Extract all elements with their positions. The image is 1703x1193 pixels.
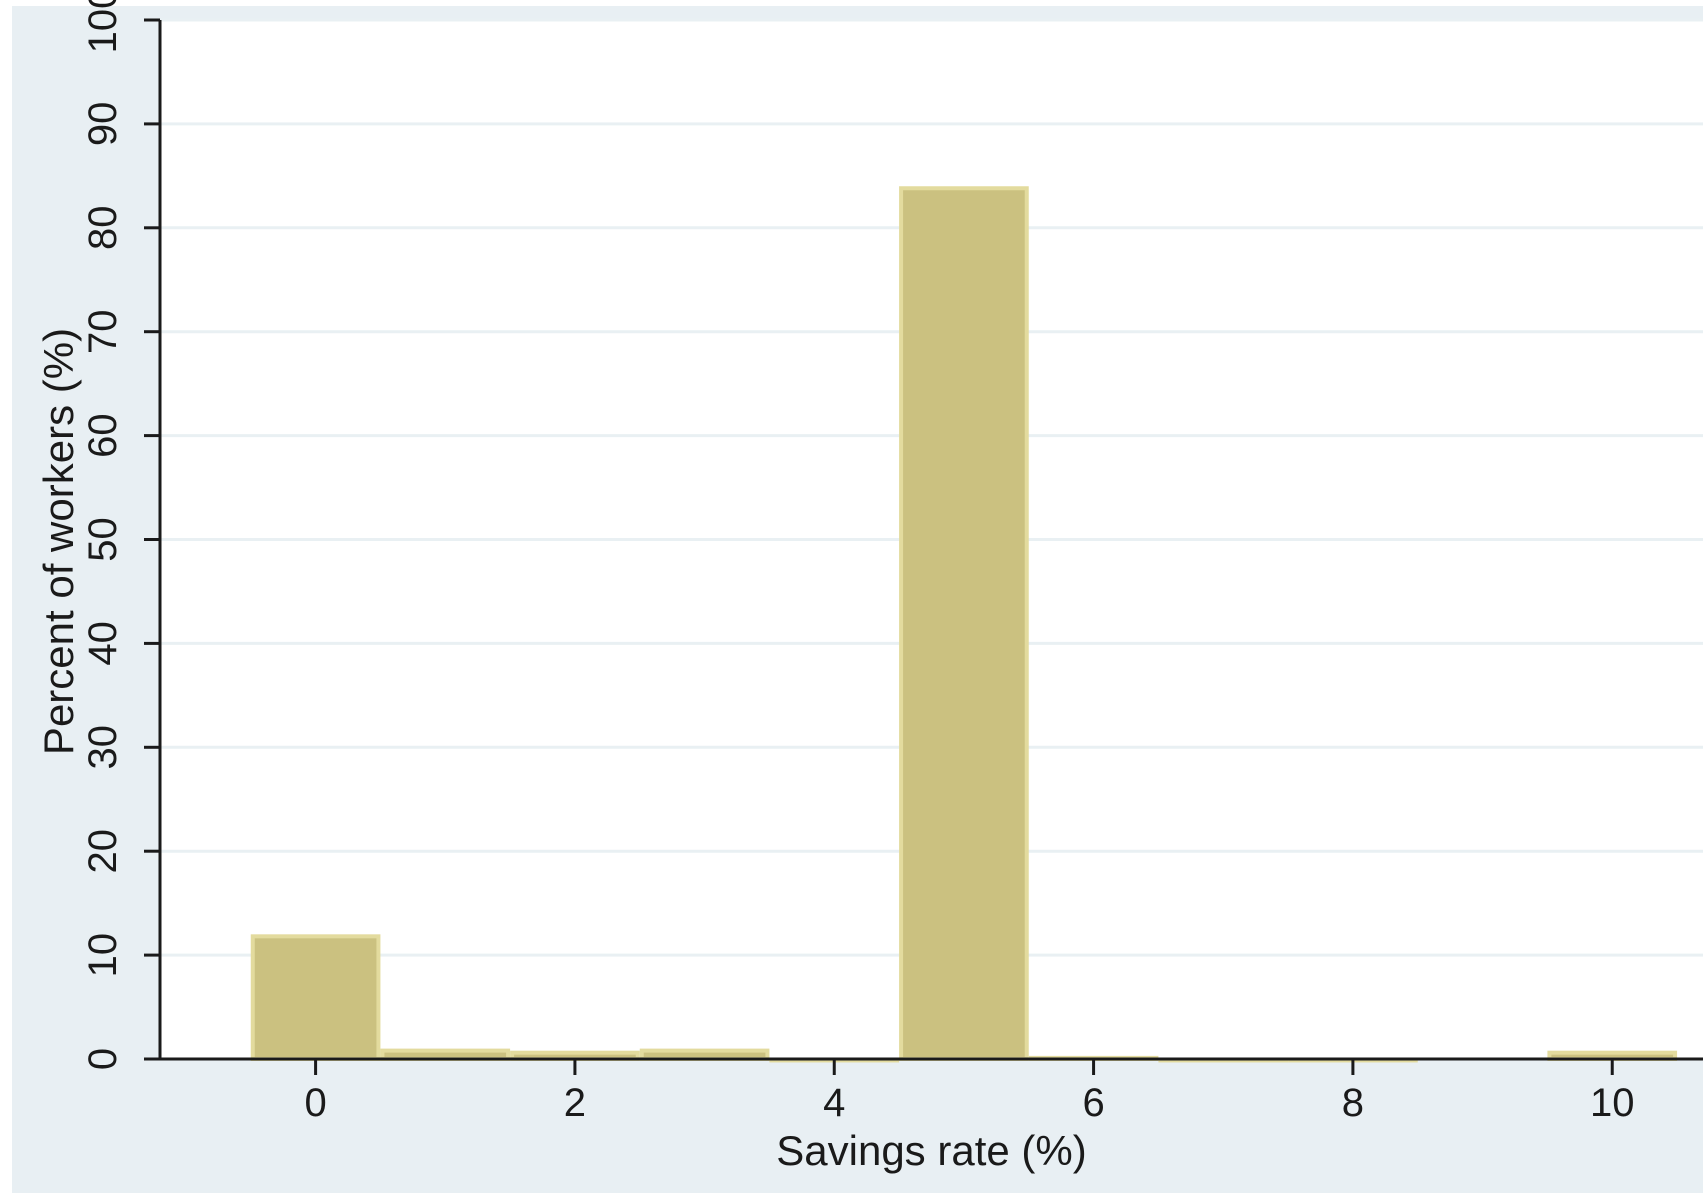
x-axis-title: Savings rate (%): [776, 1127, 1086, 1174]
y-tick-label: 90: [81, 102, 125, 146]
axes: [144, 18, 1703, 1075]
x-tick-label: 0: [304, 1081, 326, 1125]
y-tick-label: 20: [81, 829, 125, 874]
histogram-bar: [899, 186, 1029, 1062]
y-tick-label: 60: [81, 413, 125, 458]
x-tick-label: 2: [564, 1081, 586, 1125]
y-tick-label: 10: [81, 933, 125, 978]
x-tick-label: 10: [1590, 1081, 1635, 1125]
y-tick-label: 30: [81, 725, 125, 770]
y-axis-title: Percent of workers (%): [35, 328, 82, 755]
y-tick-label: 40: [81, 621, 125, 666]
y-tick-label: 50: [81, 517, 125, 562]
tick-labels: 0 10 20 30 40 50 60 70 80 90 100 0 2 4 6 8 10: [81, 0, 1634, 1125]
bars: [250, 186, 1678, 1063]
x-tick-label: 6: [1082, 1081, 1104, 1125]
y-tick-label: 100: [81, 0, 125, 53]
x-tick-label: 8: [1342, 1081, 1364, 1125]
y-tick-label: 80: [81, 206, 125, 251]
histogram-bar: [250, 934, 381, 1062]
x-tick-label: 4: [823, 1081, 845, 1125]
y-tick-label: 70: [81, 309, 125, 354]
y-tick-label: 0: [81, 1048, 125, 1070]
